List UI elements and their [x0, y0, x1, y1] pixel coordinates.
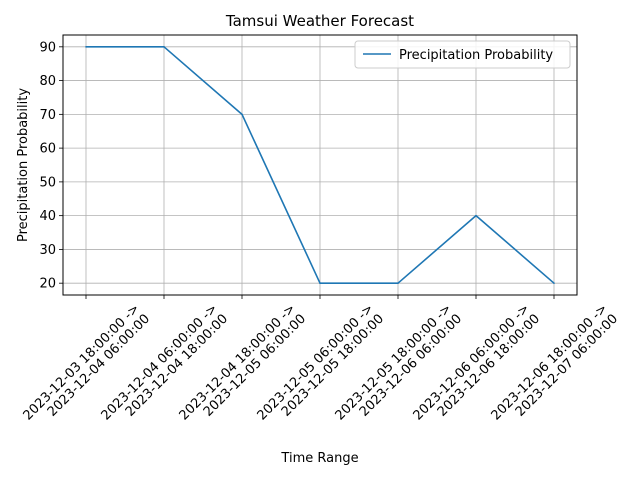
legend-label-precipitation-probability: Precipitation Probability: [399, 48, 553, 63]
y-tick-label: 50: [39, 175, 56, 190]
y-tick-label: 30: [39, 243, 56, 258]
chart-title: Tamsui Weather Forecast: [225, 12, 414, 30]
y-tick-label: 70: [39, 108, 56, 123]
plot-frame: [62, 34, 578, 296]
data-point: [553, 282, 555, 284]
grid: [63, 35, 577, 295]
y-tick-label: 40: [39, 209, 56, 224]
legend-box: [354, 40, 571, 69]
y-tick-label: 20: [39, 277, 56, 292]
data-point: [475, 214, 477, 217]
y-tick-label: 80: [39, 74, 56, 89]
legend: Precipitation Probability: [354, 40, 571, 69]
data-point: [163, 46, 165, 48]
y-axis-label: Precipitation Probability: [16, 88, 31, 242]
data-point: [319, 282, 321, 284]
series-layer: [85, 46, 555, 284]
x-axis-label: Time Range: [280, 451, 358, 466]
data-point: [397, 282, 399, 284]
data-point: [85, 46, 87, 48]
data-point: [241, 113, 243, 116]
y-tick-label: 60: [39, 142, 56, 157]
y-tick-label: 90: [39, 40, 56, 55]
